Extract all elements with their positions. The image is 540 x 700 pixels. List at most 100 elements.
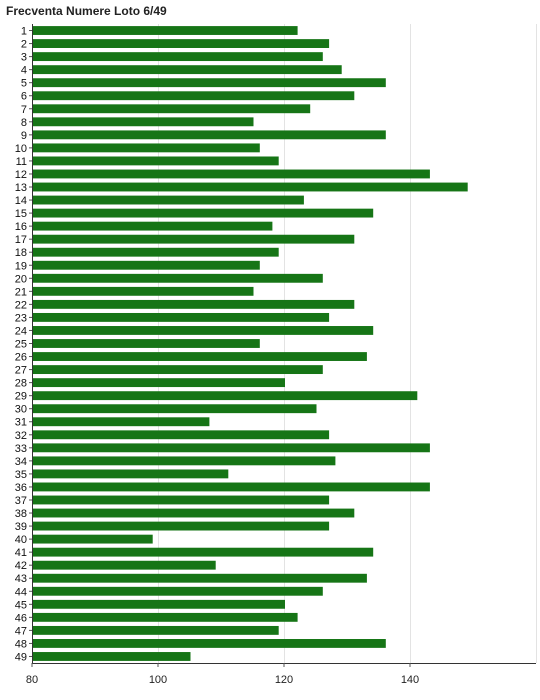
bar-7 xyxy=(33,104,311,114)
x-tick-label: 140 xyxy=(401,674,419,686)
category-label-9: 9 xyxy=(21,130,27,142)
category-label-7: 7 xyxy=(21,104,27,116)
bar-26 xyxy=(33,352,367,361)
bar-29 xyxy=(33,391,418,401)
bar-10 xyxy=(33,143,260,153)
category-label-15: 15 xyxy=(15,208,27,220)
bar-40 xyxy=(33,534,153,544)
category-label-3: 3 xyxy=(21,52,27,64)
bar-20 xyxy=(33,273,323,283)
category-label-36: 36 xyxy=(15,482,27,494)
category-label-24: 24 xyxy=(15,325,27,337)
bar-15 xyxy=(33,208,374,218)
category-label-37: 37 xyxy=(15,495,27,507)
category-label-8: 8 xyxy=(21,117,27,129)
bar-19 xyxy=(33,260,260,270)
category-label-11: 11 xyxy=(16,156,27,168)
bars xyxy=(33,26,468,661)
category-label-32: 32 xyxy=(15,430,27,442)
bar-4 xyxy=(33,65,342,75)
category-label-27: 27 xyxy=(15,365,27,377)
bar-41 xyxy=(33,547,374,557)
category-label-43: 43 xyxy=(15,573,27,585)
bar-13 xyxy=(33,182,468,192)
tick-labels: 80 100 120 140 xyxy=(26,674,419,686)
bar-35 xyxy=(33,469,229,479)
category-label-17: 17 xyxy=(15,234,27,246)
chart-title: Frecventa Numere Loto 6/49 xyxy=(6,4,167,18)
bar-6 xyxy=(33,91,355,101)
bar-33 xyxy=(33,443,430,453)
bar-47 xyxy=(33,625,279,635)
bar-49 xyxy=(33,652,191,661)
category-label-18: 18 xyxy=(15,247,27,259)
bar-37 xyxy=(33,495,330,505)
category-label-49: 49 xyxy=(15,651,27,663)
category-label-28: 28 xyxy=(15,378,27,390)
bar-23 xyxy=(33,312,330,322)
category-label-12: 12 xyxy=(15,169,27,181)
category-label-35: 35 xyxy=(15,469,27,481)
category-label-2: 2 xyxy=(21,39,27,51)
x-tick-label: 100 xyxy=(149,674,167,686)
axes xyxy=(29,24,536,667)
bar-32 xyxy=(33,430,330,440)
bar-39 xyxy=(33,521,330,531)
bar-48 xyxy=(33,639,386,648)
category-label-34: 34 xyxy=(15,456,27,468)
bar-28 xyxy=(33,378,285,388)
bar-17 xyxy=(33,234,355,244)
bar-21 xyxy=(33,286,254,296)
bar-25 xyxy=(33,339,260,348)
category-label-48: 48 xyxy=(15,638,27,650)
category-label-44: 44 xyxy=(15,586,27,598)
bar-8 xyxy=(33,117,254,127)
bar-38 xyxy=(33,508,355,518)
bar-16 xyxy=(33,221,273,231)
bar-43 xyxy=(33,573,367,583)
category-label-5: 5 xyxy=(21,78,27,90)
category-label-33: 33 xyxy=(15,443,27,455)
category-label-26: 26 xyxy=(15,352,27,364)
bar-1 xyxy=(33,26,298,35)
bar-45 xyxy=(33,599,285,609)
category-label-46: 46 xyxy=(15,612,27,624)
category-label-45: 45 xyxy=(15,599,27,611)
bar-31 xyxy=(33,417,210,427)
category-label-23: 23 xyxy=(15,312,27,324)
bar-46 xyxy=(33,612,298,622)
bar-27 xyxy=(33,365,323,375)
bar-12 xyxy=(33,169,430,179)
category-label-30: 30 xyxy=(15,404,27,416)
category-label-39: 39 xyxy=(15,521,27,533)
category-label-22: 22 xyxy=(15,299,27,311)
category-label-42: 42 xyxy=(15,560,27,572)
bar-3 xyxy=(33,52,323,62)
bar-24 xyxy=(33,326,374,335)
bar-11 xyxy=(33,156,279,166)
category-label-25: 25 xyxy=(15,339,27,351)
category-label-14: 14 xyxy=(15,195,27,207)
category-label-47: 47 xyxy=(15,625,27,637)
category-label-16: 16 xyxy=(15,221,27,233)
bar-18 xyxy=(33,247,279,257)
bar-34 xyxy=(33,456,336,466)
bar-42 xyxy=(33,560,216,570)
category-label-38: 38 xyxy=(15,508,27,520)
category-label-29: 29 xyxy=(15,391,27,403)
x-tick-label: 80 xyxy=(26,674,38,686)
category-label-4: 4 xyxy=(21,65,27,77)
bar-5 xyxy=(33,78,386,88)
category-label-10: 10 xyxy=(15,143,27,155)
bar-22 xyxy=(33,299,355,309)
category-label-1: 1 xyxy=(21,26,27,38)
category-label-19: 19 xyxy=(15,260,27,272)
bar-30 xyxy=(33,404,317,414)
category-label-21: 21 xyxy=(15,286,27,298)
bar-9 xyxy=(33,130,386,140)
bar-36 xyxy=(33,482,430,492)
category-label-41: 41 xyxy=(15,547,27,559)
category-label-13: 13 xyxy=(15,182,27,194)
category-label-40: 40 xyxy=(15,534,27,546)
